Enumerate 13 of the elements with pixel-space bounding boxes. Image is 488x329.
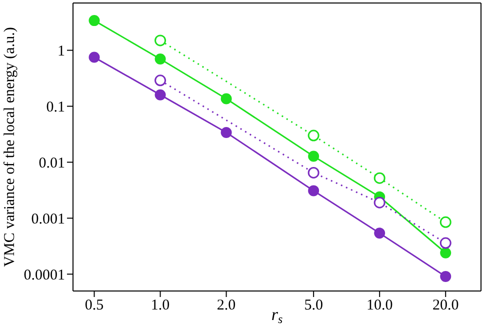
y-axis-title: VMC variance of the local energy (a.u.) [2, 27, 18, 267]
x-tick-label: 2.0 [216, 298, 236, 314]
x-tick-label: 0.5 [84, 298, 104, 314]
y-tick-label: 0.0001 [24, 267, 65, 284]
y-tick-label: 0.1 [46, 100, 65, 116]
x-axis-title: r$_{s}$ [271, 305, 283, 326]
y-tick-label: 1 [58, 44, 65, 60]
x-tick-label: 20.0 [432, 298, 459, 314]
y-tick-label: 0.001 [31, 212, 65, 228]
x-tick-label: 10.0 [366, 298, 393, 314]
x-tick-label: 5.0 [304, 298, 323, 314]
y-tick-label: 0.01 [38, 156, 65, 172]
x-tick-label: 1.0 [150, 298, 170, 314]
